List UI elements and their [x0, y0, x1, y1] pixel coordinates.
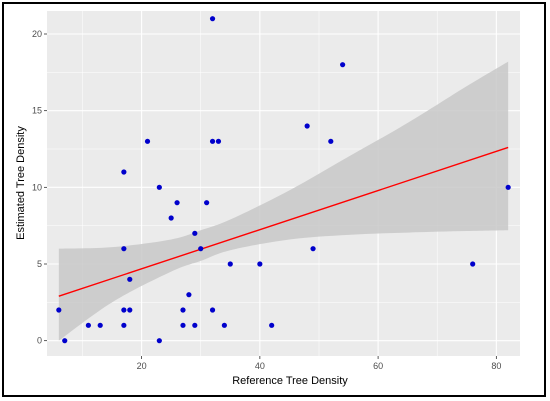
- y-axis-title: Estimated Tree Density: [15, 126, 27, 240]
- data-point: [85, 322, 91, 328]
- x-tick-label: 40: [255, 361, 265, 371]
- x-tick-label: 80: [491, 361, 501, 371]
- data-point: [127, 307, 133, 313]
- fit-line-group: [58, 146, 509, 297]
- data-point: [470, 261, 476, 267]
- data-point: [121, 322, 127, 328]
- data-point: [97, 322, 103, 328]
- data-point: [269, 322, 275, 328]
- y-tick-label: 0: [37, 336, 42, 346]
- data-point: [121, 169, 127, 175]
- data-point: [192, 230, 198, 236]
- data-point: [310, 246, 316, 252]
- data-point: [127, 276, 133, 282]
- data-point: [227, 261, 233, 267]
- data-point: [304, 123, 310, 129]
- data-point: [204, 200, 210, 206]
- data-point: [180, 307, 186, 313]
- x-axis-ticks: 20 40 60 80: [137, 356, 501, 371]
- x-tick-label: 60: [373, 361, 383, 371]
- y-axis-ticks: 0 5 10 15 20: [32, 29, 47, 346]
- y-tick-label: 5: [37, 259, 42, 269]
- data-point: [156, 184, 162, 190]
- y-tick-label: 10: [32, 182, 42, 192]
- data-point: [198, 246, 204, 252]
- data-point: [156, 338, 162, 344]
- fit-line: [58, 146, 509, 297]
- data-point: [186, 292, 192, 298]
- data-point: [121, 307, 127, 313]
- data-point: [121, 246, 127, 252]
- data-point: [209, 138, 216, 144]
- data-points: [56, 16, 511, 344]
- confidence-band-group: [58, 61, 509, 341]
- data-point: [221, 322, 227, 328]
- data-point: [56, 307, 62, 313]
- data-point: [505, 184, 511, 190]
- data-point: [168, 215, 174, 221]
- data-point: [144, 138, 151, 144]
- x-tick-label: 20: [137, 361, 147, 371]
- grid-lines: [47, 11, 520, 356]
- data-point: [180, 322, 186, 328]
- y-tick-label: 20: [32, 29, 42, 39]
- data-point: [328, 138, 334, 144]
- data-point: [192, 322, 198, 328]
- data-point: [340, 62, 346, 68]
- data-point: [257, 261, 263, 267]
- confidence-band: [58, 61, 509, 341]
- y-tick-label: 15: [32, 106, 42, 116]
- x-axis-title: Reference Tree Density: [232, 375, 348, 387]
- data-point: [209, 16, 216, 22]
- data-point: [215, 138, 222, 144]
- data-point: [174, 200, 180, 206]
- data-point: [209, 307, 216, 313]
- data-point: [62, 338, 68, 344]
